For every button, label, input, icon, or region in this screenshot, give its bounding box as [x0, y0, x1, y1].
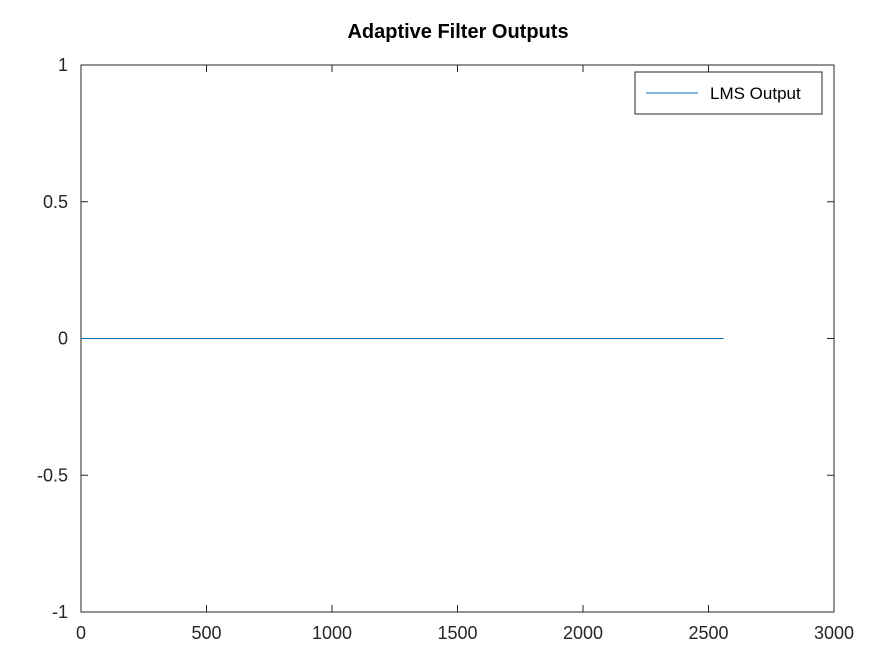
x-tick-label: 1000 — [312, 623, 352, 643]
y-tick-label: 0 — [58, 329, 68, 349]
x-tick-label: 1500 — [437, 623, 477, 643]
y-tick-label: 1 — [58, 55, 68, 75]
chart-title: Adaptive Filter Outputs — [347, 21, 568, 43]
x-tick-label: 3000 — [814, 623, 854, 643]
x-tick-label: 500 — [191, 623, 221, 643]
y-tick-label: -1 — [52, 602, 68, 622]
legend-label: LMS Output — [710, 84, 801, 103]
y-tick-label: 0.5 — [43, 192, 68, 212]
x-tick-label: 2000 — [563, 623, 603, 643]
plot-area: 0 500 1000 1500 2000 2500 3000 -1 -0.5 0 0.5 1 LMS O… — [37, 55, 854, 643]
y-tick-label: -0.5 — [37, 465, 68, 485]
x-tick-label: 0 — [76, 623, 86, 643]
x-tick-label: 2500 — [688, 623, 728, 643]
